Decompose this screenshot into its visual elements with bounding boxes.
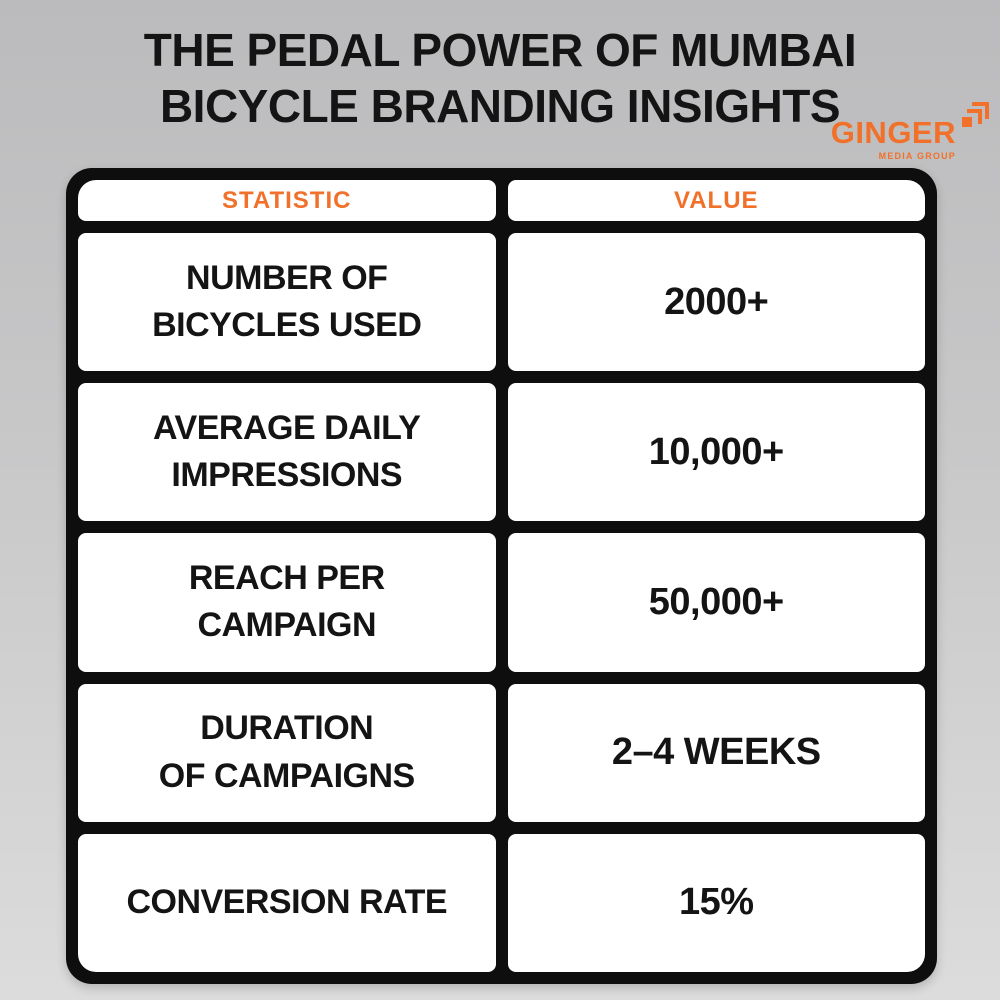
table-row-2-value-cell: 10,000+ (507, 383, 925, 522)
header-cell-value: VALUE (507, 180, 925, 221)
page-title-line-2: BICYCLE BRANDING INSIGHTS (159, 80, 841, 133)
table-row-1-value-cell: 2000+ (507, 233, 925, 372)
statistic-label: REACH PER CAMPAIGN (188, 558, 385, 645)
value-label: 10,000+ (648, 430, 784, 473)
table-row-2-statistic-cell: AVERAGE DAILY IMPRESSIONS (78, 383, 496, 522)
statistic-label: CONVERSION RATE (126, 883, 448, 922)
header-label-value: VALUE (673, 186, 759, 214)
ginger-media-group-logo: GINGER MEDIA GROUP (831, 99, 990, 161)
value-label: 15% (678, 881, 754, 924)
table-row-3-statistic-cell: REACH PER CAMPAIGN (78, 533, 496, 672)
value-label: 2000+ (664, 280, 769, 323)
page-title-line-1: THE PEDAL POWER OF MUMBAI (143, 24, 857, 76)
table-row-3-value-cell: 50,000+ (507, 533, 925, 672)
nested-squares-icon (962, 102, 989, 127)
header-cell-statistic: STATISTIC (78, 180, 496, 221)
insights-table: STATISTIC VALUE NUMBER OF BICYCLES USED … (66, 168, 937, 984)
table-row-5-value-cell: 15% (507, 833, 925, 972)
value-label: 2–4 WEEKS (611, 731, 821, 774)
logo-brand-text: GINGER (830, 115, 956, 150)
table-row-4-statistic-cell: DURATION OF CAMPAIGNS (78, 683, 496, 822)
table-row-1-statistic-cell: NUMBER OF BICYCLES USED (78, 233, 496, 372)
page-title: THE PEDAL POWER OF MUMBAI BICYCLE BRANDI… (0, 22, 1000, 134)
statistic-label: AVERAGE DAILY IMPRESSIONS (153, 408, 421, 495)
logo-tagline-text: MEDIA GROUP (878, 151, 956, 161)
statistic-label: DURATION OF CAMPAIGNS (158, 709, 415, 795)
table-row-4-value-cell: 2–4 WEEKS (507, 683, 925, 822)
header-label-statistic: STATISTIC (222, 186, 352, 214)
value-label: 50,000+ (648, 580, 784, 623)
table-row-5-statistic-cell: CONVERSION RATE (78, 833, 496, 972)
logo-text-block: GINGER MEDIA GROUP (831, 99, 956, 161)
statistic-label: NUMBER OF BICYCLES USED (152, 258, 422, 345)
